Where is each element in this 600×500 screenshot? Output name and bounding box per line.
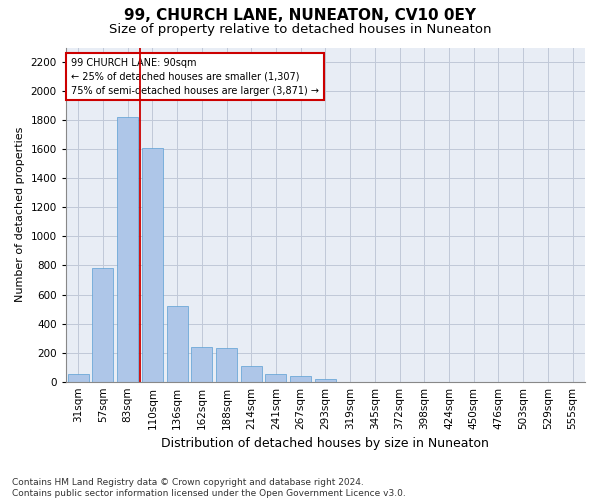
Bar [216,348,237,382]
Bar [315,379,336,382]
Text: Contains HM Land Registry data © Crown copyright and database right 2024.
Contai: Contains HM Land Registry data © Crown c… [12,478,406,498]
Bar [290,376,311,382]
Bar [191,347,212,382]
Bar [241,366,262,382]
Bar [167,306,188,382]
Bar [68,374,89,382]
Bar [142,148,163,382]
Y-axis label: Number of detached properties: Number of detached properties [15,127,25,302]
Text: 99 CHURCH LANE: 90sqm
← 25% of detached houses are smaller (1,307)
75% of semi-d: 99 CHURCH LANE: 90sqm ← 25% of detached … [71,58,319,96]
Bar [92,268,113,382]
X-axis label: Distribution of detached houses by size in Nuneaton: Distribution of detached houses by size … [161,437,490,450]
Bar [265,374,286,382]
Bar [117,117,138,382]
Text: Size of property relative to detached houses in Nuneaton: Size of property relative to detached ho… [109,22,491,36]
Text: 99, CHURCH LANE, NUNEATON, CV10 0EY: 99, CHURCH LANE, NUNEATON, CV10 0EY [124,8,476,22]
